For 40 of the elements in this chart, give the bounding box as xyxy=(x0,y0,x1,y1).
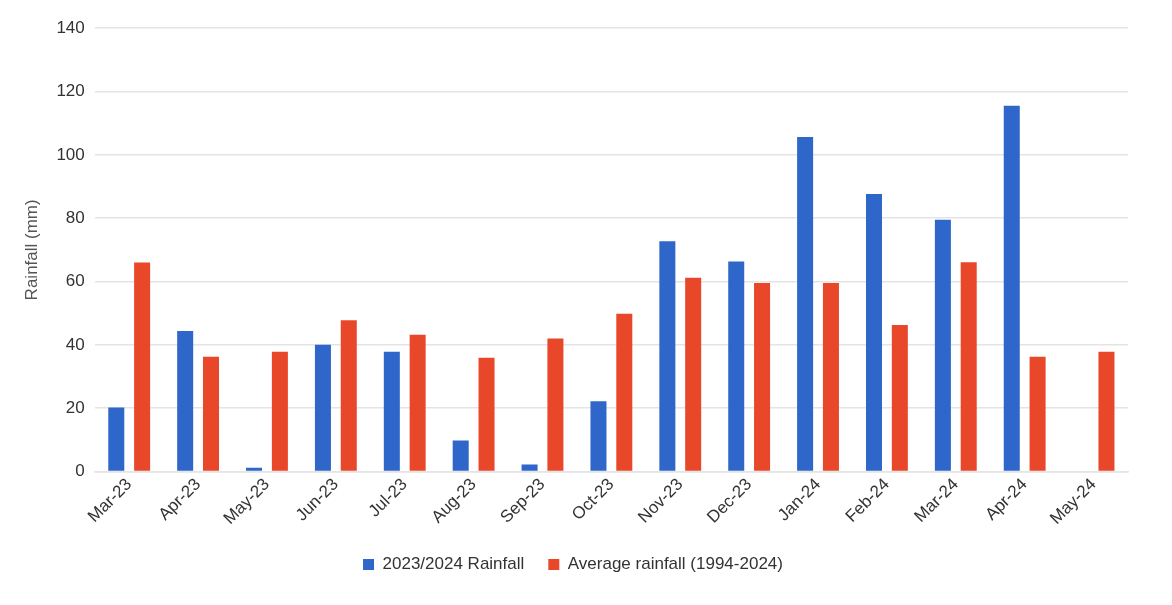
bar xyxy=(108,407,125,471)
bar xyxy=(960,262,977,471)
y-tick-label: 20 xyxy=(65,397,85,417)
y-tick-label: 0 xyxy=(75,461,85,481)
bar xyxy=(1003,105,1020,471)
y-tick-label: 60 xyxy=(65,271,85,291)
y-tick-label: 100 xyxy=(56,144,85,164)
legend-label: Average rainfall (1994-2024) xyxy=(567,554,783,574)
bar xyxy=(452,440,469,471)
bar xyxy=(590,401,607,471)
bar xyxy=(685,277,702,471)
bar xyxy=(134,262,151,471)
y-tick-label: 140 xyxy=(56,17,85,37)
y-tick-label: 40 xyxy=(65,334,85,354)
bar xyxy=(865,194,882,471)
bar xyxy=(1098,351,1115,471)
bar xyxy=(891,324,908,471)
bar xyxy=(521,464,538,471)
bar xyxy=(271,351,288,471)
y-axis-title: Rainfall (mm) xyxy=(21,199,41,301)
bar xyxy=(383,351,400,471)
bar xyxy=(822,283,839,471)
bar xyxy=(728,261,745,471)
bar xyxy=(340,320,357,471)
bar xyxy=(547,338,564,471)
bar xyxy=(409,334,426,471)
bar xyxy=(754,283,771,471)
legend-label: 2023/2024 Rainfall xyxy=(382,554,525,574)
bar xyxy=(616,313,633,471)
bar xyxy=(246,467,263,471)
bar xyxy=(934,219,951,471)
bar xyxy=(203,356,220,471)
bar xyxy=(659,241,676,471)
bar xyxy=(314,344,331,471)
y-tick-label: 80 xyxy=(65,207,85,227)
bar xyxy=(478,357,495,471)
bar xyxy=(797,137,814,471)
bar xyxy=(177,330,194,471)
y-tick-label: 120 xyxy=(56,81,85,101)
bar xyxy=(1029,356,1046,471)
